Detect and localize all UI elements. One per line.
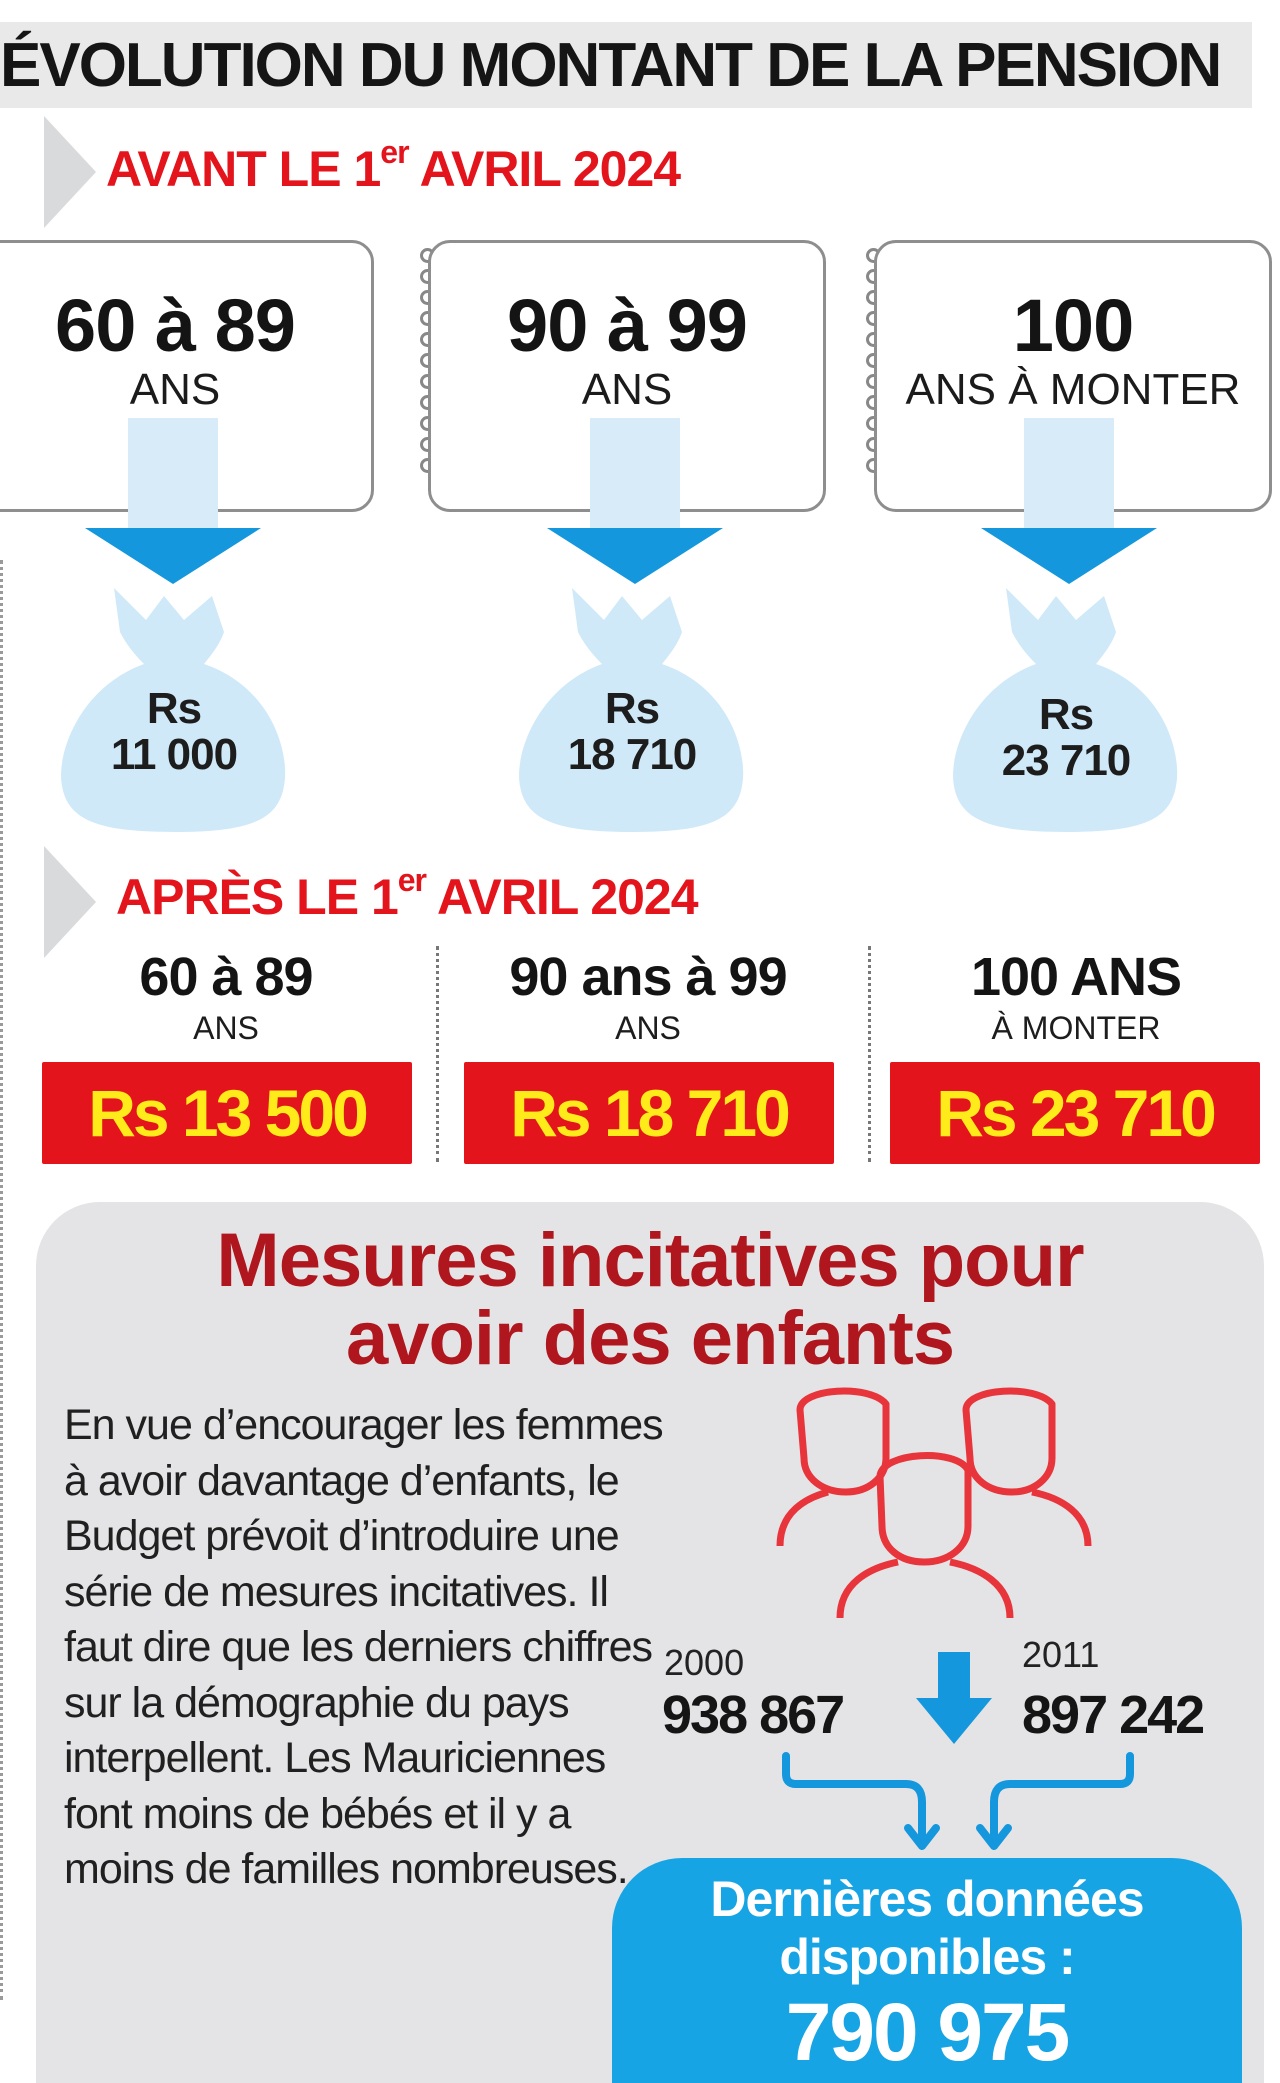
after-age-1: 60 à 89 <box>139 947 313 1007</box>
age-range: 60 à 89 <box>55 284 296 367</box>
year-2011-label: 2011 <box>1022 1634 1100 1675</box>
page-title: ÉVOLUTION DU MONTANT DE LA PENSION <box>0 31 1222 100</box>
title-bar <box>0 22 1252 108</box>
column-divider <box>868 946 871 1162</box>
section-arrow-after <box>44 846 96 958</box>
age-range: 90 à 99 <box>507 284 748 367</box>
incentives-body: En vue d’encourager les femmes à avoir d… <box>64 1401 664 1893</box>
bag-amount-1: Rs 11 000 <box>110 684 238 779</box>
year-2000-value: 938 867 <box>662 1685 845 1745</box>
after-age-3: 100 ANS <box>970 947 1182 1007</box>
price-box-1: Rs 13 500 <box>42 1062 412 1164</box>
down-arrow-icon <box>85 528 261 584</box>
price-box-3: Rs 23 710 <box>890 1062 1260 1164</box>
age-range: 100 <box>1012 284 1134 367</box>
after-unit-3: À MONTER <box>991 1010 1161 1046</box>
left-guide-line <box>0 560 3 2000</box>
incentives-title: Mesures incitatives pour avoir des enfan… <box>216 1218 1084 1381</box>
after-age-2: 90 ans à 99 <box>509 947 787 1007</box>
merge-arrows-icon <box>782 1752 1134 1850</box>
bag-amount-2: Rs 18 710 <box>567 684 698 779</box>
money-bag-icon <box>61 588 286 832</box>
flow-stem-1 <box>128 418 218 536</box>
latest-data-box <box>612 1858 1242 2083</box>
down-arrow-icon <box>916 1652 992 1744</box>
flow-stem-3 <box>1024 418 1114 536</box>
latest-data-label: Dernières données disponibles : <box>710 1871 1144 1985</box>
age-box-1: 60 à 89 ANS <box>0 240 374 512</box>
year-2011-value: 897 242 <box>1022 1685 1205 1745</box>
column-divider <box>436 946 439 1162</box>
after-heading: APRÈS LE 1er AVRIL 2024 <box>116 862 699 925</box>
bag-amount-3: Rs 23 710 <box>1001 690 1132 785</box>
flow-stem-2 <box>590 418 680 536</box>
age-unit: ANS <box>129 365 221 414</box>
before-heading: AVANT LE 1er AVRIL 2024 <box>106 134 681 197</box>
latest-data-value: 790 975 <box>785 1987 1070 2078</box>
section-arrow-before <box>44 116 96 228</box>
after-unit-1: ANS <box>193 1010 259 1046</box>
price-box-2: Rs 18 710 <box>464 1062 834 1164</box>
down-arrow-icon <box>981 528 1157 584</box>
money-bag-icon <box>519 588 744 832</box>
people-icon <box>776 1387 1092 1619</box>
year-2000-label: 2000 <box>664 1642 745 1683</box>
after-unit-2: ANS <box>615 1010 681 1046</box>
age-unit: ANS <box>581 365 673 414</box>
down-arrow-icon <box>547 528 723 584</box>
age-unit: ANS À MONTER <box>905 365 1241 414</box>
money-bag-icon <box>953 588 1178 832</box>
